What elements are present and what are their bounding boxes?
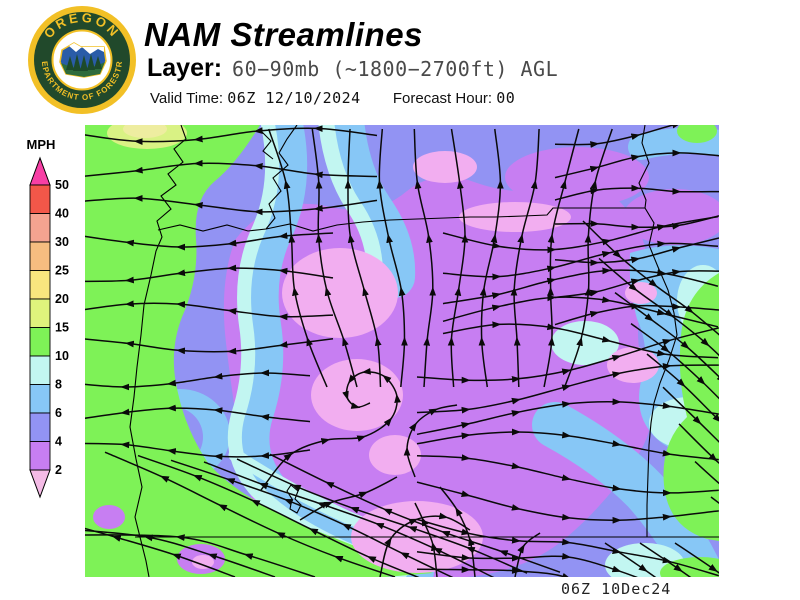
legend-tick-label: 10	[55, 349, 69, 363]
windspeed-legend: MPH 50 40 30 25 20 15 10 8 6 4 2	[27, 137, 69, 499]
legend-tick-label: 2	[55, 463, 62, 477]
logo-state-emblem	[59, 42, 107, 78]
odf-logo: OREGON DEPARTMENT OF FORESTRY	[24, 4, 136, 114]
legend-tick-label: 50	[55, 178, 69, 192]
legend-tick-label: 25	[55, 264, 69, 278]
forecast-hour-label: Forecast Hour:	[392, 90, 493, 107]
layer-value: 60−90mb (~1800−2700ft) AGL	[232, 57, 559, 81]
legend-title: MPH	[27, 137, 56, 152]
legend-tick-label: 40	[55, 207, 69, 221]
legend-tick-label: 15	[55, 321, 69, 335]
map-timestamp: 06Z 10Dec24	[561, 580, 672, 598]
legend-tick-label: 20	[55, 292, 69, 306]
valid-time-value: 06Z 12/10/2024	[227, 89, 361, 107]
legend-tick-label: 30	[55, 235, 69, 249]
legend-tick-label: 6	[55, 406, 62, 420]
forecast-hour-value: 00	[496, 89, 516, 107]
streamline-map	[85, 125, 719, 577]
page-title: NAM Streamlines	[144, 16, 423, 53]
layer-row: Layer: 60−90mb (~1800−2700ft) AGL	[147, 54, 558, 83]
valid-time-row: Valid Time: 06Z 12/10/2024 Forecast Hour…	[150, 89, 515, 107]
legend-tick-label: 4	[55, 435, 62, 449]
valid-time-label: Valid Time:	[150, 90, 224, 107]
legend-tick-label: 8	[55, 378, 62, 392]
layer-label: Layer:	[147, 54, 223, 82]
streamlines	[85, 125, 719, 577]
